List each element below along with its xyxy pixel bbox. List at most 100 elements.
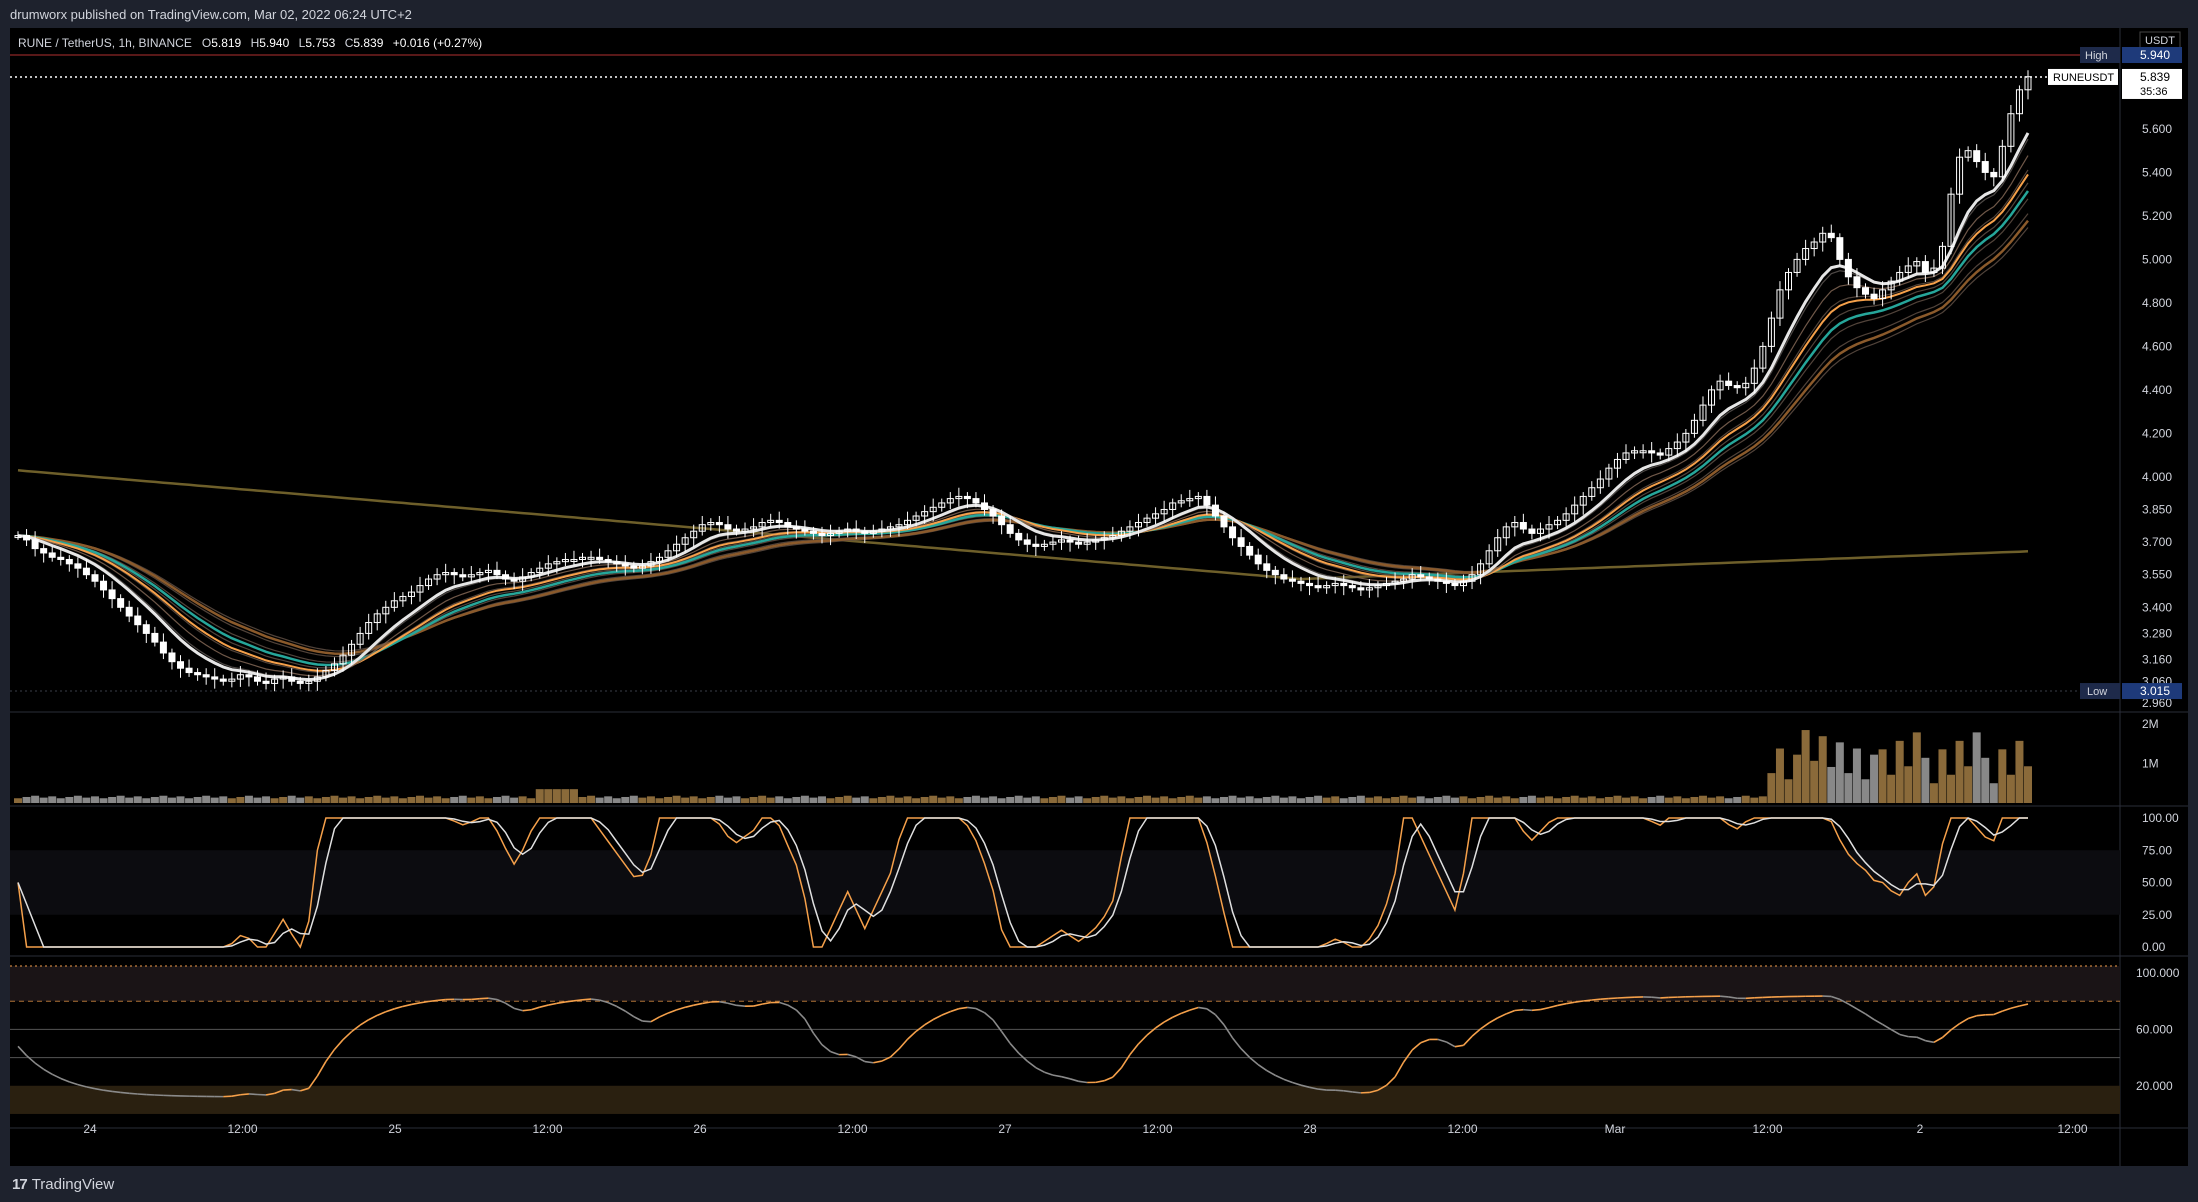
- osc-tick-label: 20.000: [2136, 1079, 2173, 1093]
- osc-line-segment: [881, 1056, 891, 1062]
- candle-body: [442, 572, 450, 576]
- volume-bar: [1929, 783, 1938, 803]
- volume-bar: [1741, 795, 1750, 803]
- candle-body: [519, 576, 527, 582]
- osc-line-segment: [1548, 1004, 1558, 1009]
- volume-bar: [1296, 798, 1305, 803]
- volume-bar: [689, 796, 698, 803]
- osc-line-segment: [1557, 1002, 1567, 1007]
- volume-bar: [1733, 796, 1742, 803]
- osc-line-segment: [1240, 1048, 1251, 1059]
- candle-body: [339, 654, 347, 665]
- low-label-text: Low: [2087, 686, 2107, 698]
- candle-body: [1442, 580, 1450, 584]
- osc-line-segment: [1445, 1041, 1456, 1048]
- osc-line-segment: [1514, 1008, 1524, 1012]
- candle-body: [1485, 550, 1493, 565]
- volume-bar: [775, 796, 784, 803]
- candle-body: [2024, 76, 2032, 91]
- volume-bar: [1057, 795, 1066, 803]
- candle-body: [1400, 578, 1408, 582]
- volume-bar: [2006, 774, 2015, 803]
- volume-bar: [1562, 796, 1571, 803]
- osc-line-segment: [1129, 1043, 1140, 1056]
- volume-bar: [1604, 796, 1613, 803]
- candle-body: [1913, 261, 1921, 267]
- candle-body: [1057, 539, 1065, 543]
- time-axis-label: 12:00: [2057, 1122, 2087, 1136]
- volume-bar: [14, 798, 22, 803]
- candle-body: [382, 606, 390, 615]
- volume-bar: [1125, 798, 1134, 803]
- chart-canvas[interactable]: 5.600 5.400 5.200 5.000 4.800 4.600 4.400 4.200…: [10, 28, 2188, 1166]
- volume-bar: [1314, 795, 1323, 803]
- time-axis-label: 28: [1303, 1122, 1317, 1136]
- osc-line-segment: [231, 1093, 241, 1098]
- candle-body: [1785, 271, 1793, 291]
- osc-line-segment: [1026, 1060, 1037, 1069]
- osc-line-segment: [1249, 1056, 1259, 1066]
- tradingview-logo[interactable]: 17 TradingView: [12, 1176, 114, 1193]
- candle-body: [1725, 380, 1733, 387]
- osc-line-segment: [1044, 1071, 1054, 1076]
- volume-bar: [1006, 796, 1015, 803]
- osc-line-segment: [1454, 1044, 1464, 1048]
- osc-line-segment: [1266, 1069, 1276, 1077]
- osc-line-segment: [43, 1068, 53, 1076]
- osc-line-segment: [830, 1050, 840, 1056]
- candle-body: [288, 676, 296, 682]
- osc-line-segment: [847, 1053, 857, 1058]
- chart-area[interactable]: 5.600 5.400 5.200 5.000 4.800 4.600 4.400 4.200…: [10, 28, 2188, 1166]
- volume-bar: [843, 795, 852, 803]
- osc-line-segment: [761, 1001, 771, 1005]
- osc-line-segment: [1941, 1029, 1952, 1039]
- osc-line-segment: [1531, 1008, 1541, 1012]
- volume-bar: [1450, 797, 1459, 803]
- osc-line-segment: [607, 1001, 618, 1008]
- osc-line-segment: [265, 1092, 275, 1096]
- volume-bar: [99, 798, 108, 803]
- volume-bar: [1545, 796, 1554, 803]
- candle-body: [1263, 563, 1271, 571]
- candle-body: [1827, 232, 1835, 239]
- candle-body: [1374, 585, 1382, 589]
- candle-body: [784, 522, 792, 528]
- osc-line-segment: [1052, 1074, 1062, 1078]
- candle-body: [1776, 289, 1784, 319]
- osc-line-segment: [1925, 1039, 1935, 1044]
- candle-body: [1494, 537, 1502, 552]
- volume-bar: [1536, 797, 1545, 803]
- time-axis-label: 12:00: [1752, 1122, 1782, 1136]
- osc-line-segment: [736, 1004, 746, 1008]
- volume-bar: [2015, 740, 2024, 803]
- price-tick-label: 4.400: [2142, 383, 2172, 397]
- stoch-tick-label: 75.00: [2142, 843, 2172, 857]
- time-axis-label: 12:00: [227, 1122, 257, 1136]
- candle-body: [100, 580, 108, 591]
- legend-l-label: L: [298, 36, 306, 50]
- candle-body: [1417, 574, 1425, 578]
- candle-body: [271, 678, 279, 684]
- osc-upper-band: [10, 966, 2120, 1002]
- osc-line-segment: [795, 1009, 806, 1020]
- teal-ma-line: [17, 190, 2030, 667]
- osc-line-segment: [642, 1020, 651, 1023]
- candle-body: [194, 672, 202, 676]
- volume-bar: [535, 789, 544, 803]
- candle-body: [1134, 522, 1142, 528]
- osc-line-segment: [1146, 1027, 1157, 1036]
- osc-line-segment: [77, 1083, 87, 1088]
- volume-bar: [1921, 757, 1930, 803]
- candle-body: [1408, 574, 1416, 580]
- candle-body: [168, 652, 176, 663]
- volume-tick-label: 1M: [2142, 756, 2159, 770]
- osc-line-segment: [1916, 1036, 1926, 1042]
- osc-line-segment: [1882, 1023, 1892, 1031]
- candle-body: [1622, 452, 1630, 460]
- candle-body: [82, 567, 90, 576]
- volume-bar: [1091, 796, 1100, 803]
- candle-body: [467, 574, 475, 578]
- osc-line-segment: [693, 1002, 703, 1006]
- osc-line-segment: [1137, 1034, 1148, 1045]
- candle-body: [253, 676, 261, 682]
